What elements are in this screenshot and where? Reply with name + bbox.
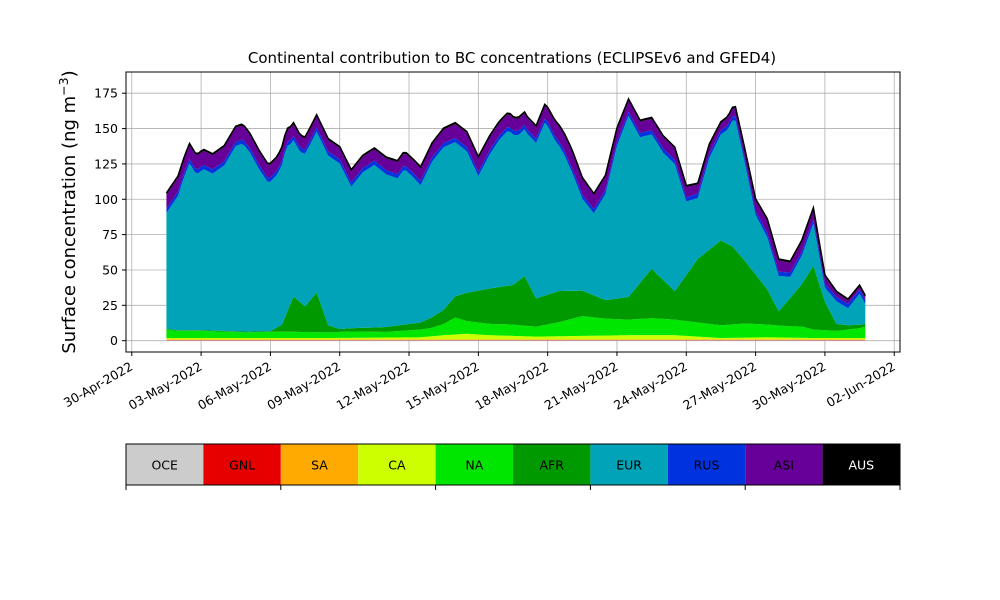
legend-swatch-eur — [590, 444, 668, 485]
area-asi — [166, 100, 866, 305]
y-tick-label: 100 — [94, 192, 118, 207]
y-tick-label: 75 — [102, 227, 118, 242]
area-ca — [166, 333, 866, 340]
chart-title: Continental contribution to BC concentra… — [248, 49, 776, 67]
legend-swatch-ca — [358, 444, 436, 485]
axes-frame — [125, 71, 901, 353]
legend-label-afr: AFR — [539, 458, 564, 473]
legend-label-rus: RUS — [694, 458, 720, 473]
legend-swatch-afr — [513, 444, 591, 485]
y-tick-label: 50 — [102, 262, 118, 277]
y-tick-label: 150 — [94, 121, 118, 136]
area-afr — [166, 240, 866, 333]
y-tick-label: 25 — [102, 298, 118, 313]
legend-label-oce: OCE — [151, 458, 178, 473]
legend-swatch-rus — [667, 444, 746, 485]
area-na — [166, 316, 866, 338]
y-tick-label: 125 — [94, 156, 118, 171]
legend-label-eur: EUR — [616, 458, 642, 473]
legend-label-sa: SA — [311, 458, 328, 473]
legend-frame — [125, 443, 901, 486]
legend-swatch-aus — [822, 444, 900, 485]
colorbar-legend: OCE GNL SA CA NA AFR EUR RUS ASI AUS — [125, 443, 901, 490]
legend-label-na: NA — [465, 458, 483, 473]
legend-label-ca: CA — [388, 458, 406, 473]
legend-swatch-gnl — [203, 444, 281, 485]
legend-label-asi: ASI — [774, 458, 794, 473]
legend-label-aus: AUS — [848, 458, 874, 473]
legend-swatch-asi — [745, 444, 823, 485]
legend-label-gnl: GNL — [229, 458, 255, 473]
y-tick-label: 175 — [94, 86, 118, 101]
legend-swatch-sa — [280, 444, 359, 485]
area-eur — [166, 115, 866, 332]
y-axis-label: Surface concentration (ng m−3) — [56, 70, 80, 353]
total-line — [165, 97, 867, 301]
legend-swatch-na — [435, 444, 513, 485]
legend-swatch-oce — [126, 444, 204, 485]
y-tick-label: 0 — [110, 333, 118, 348]
